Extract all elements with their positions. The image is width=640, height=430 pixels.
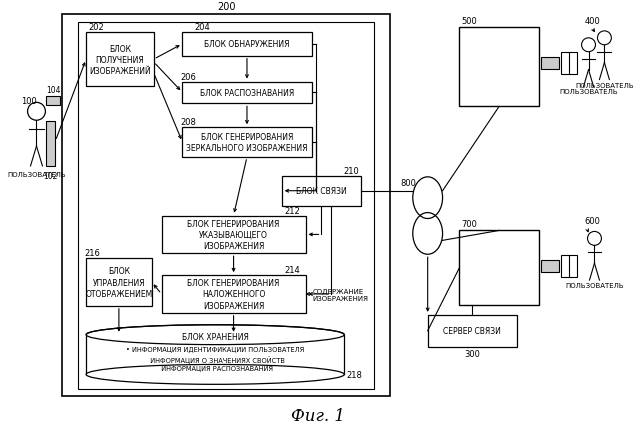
Ellipse shape [86,325,344,345]
Bar [62,15,390,396]
Text: ПОЛЬЗОВАТЕЛЬ: ПОЛЬЗОВАТЕЛЬ [559,89,618,95]
Text: Фиг. 1: Фиг. 1 [291,407,346,424]
Text: 216: 216 [84,249,100,258]
Text: ПОЛЬЗОВАТЕЛЬ: ПОЛЬЗОВАТЕЛЬ [565,283,624,289]
Text: БЛОК ГЕНЕРИРОВАНИЯ
ЗЕРКАЛЬНОГО ИЗОБРАЖЕНИЯ: БЛОК ГЕНЕРИРОВАНИЯ ЗЕРКАЛЬНОГО ИЗОБРАЖЕН… [186,133,308,153]
Text: 700: 700 [461,220,477,229]
Text: БЛОК СВЯЗИ: БЛОК СВЯЗИ [296,187,347,196]
Text: 214: 214 [285,265,301,274]
Bar [47,97,60,106]
Bar [86,258,152,306]
Text: БЛОК ОБНАРУЖЕНИЯ: БЛОК ОБНАРУЖЕНИЯ [204,40,290,49]
Ellipse shape [86,365,344,384]
Text: 300: 300 [465,349,480,358]
Bar [541,58,559,69]
Text: БЛОК
УПРАВЛЕНИЯ
ОТОБРАЖЕНИЕМ: БЛОК УПРАВЛЕНИЯ ОТОБРАЖЕНИЕМ [85,267,152,298]
Bar [541,261,559,273]
Text: БЛОК ГЕНЕРИРОВАНИЯ
УКАЗЫВАЮЩЕГО
ИЗОБРАЖЕНИЯ: БЛОК ГЕНЕРИРОВАНИЯ УКАЗЫВАЮЩЕГО ИЗОБРАЖЕ… [188,219,280,250]
Bar [182,128,312,157]
Text: БЛОК РАСПОЗНАВАНИЯ: БЛОК РАСПОЗНАВАНИЯ [200,89,294,98]
Text: ПОЛЬЗОВАТЕЛЬ: ПОЛЬЗОВАТЕЛЬ [575,82,634,88]
Text: 500: 500 [461,17,477,26]
Bar [282,176,361,206]
Text: СЕРВЕР СВЯЗИ: СЕРВЕР СВЯЗИ [444,326,501,335]
Bar [561,52,577,74]
Text: 200: 200 [217,2,236,12]
Bar [460,231,539,305]
Text: 202: 202 [88,23,104,32]
Bar [161,216,305,254]
Text: БЛОК ХРАНЕНИЯ: БЛОК ХРАНЕНИЯ [182,332,249,341]
Text: 100: 100 [20,97,36,106]
Text: 204: 204 [195,23,210,32]
Bar [47,122,55,166]
Bar [86,33,154,87]
Text: 218: 218 [346,371,362,380]
Text: 210: 210 [344,166,359,175]
Bar [78,23,374,390]
Text: 800: 800 [400,178,416,187]
Text: 102: 102 [43,172,58,181]
Bar [182,33,312,57]
Text: 600: 600 [584,217,600,226]
Bar [182,82,312,104]
Text: 400: 400 [584,17,600,26]
Bar [561,256,577,277]
Text: СОДЕРЖАНИЕ
ИЗОБРАЖЕНИЯ: СОДЕРЖАНИЕ ИЗОБРАЖЕНИЯ [312,288,369,301]
Bar [86,335,344,375]
Bar [428,315,517,347]
Text: БЛОК
ПОЛУЧЕНИЯ
ИЗОБРАЖЕНИЙ: БЛОК ПОЛУЧЕНИЯ ИЗОБРАЖЕНИЙ [89,44,151,76]
Text: 206: 206 [180,72,196,81]
Text: 104: 104 [46,86,61,95]
Text: 212: 212 [285,206,301,215]
Text: БЛОК ГЕНЕРИРОВАНИЯ
НАЛОЖЕННОГО
ИЗОБРАЖЕНИЯ: БЛОК ГЕНЕРИРОВАНИЯ НАЛОЖЕННОГО ИЗОБРАЖЕН… [188,279,280,310]
Bar [460,28,539,107]
Text: • ИНФОРМАЦИЯ ИДЕНТИФИКАЦИИ ПОЛЬЗОВАТЕЛЯ
  ИНФОРМАЦИЯ О ЗНАЧЕНИЯХ СВОЙСТВ
  ИНФОР: • ИНФОРМАЦИЯ ИДЕНТИФИКАЦИИ ПОЛЬЗОВАТЕЛЯ … [126,346,305,371]
Bar [161,276,305,313]
Text: ПОЛЬЗОВАТЕЛЬ: ПОЛЬЗОВАТЕЛЬ [7,172,66,178]
Text: 208: 208 [180,118,196,127]
